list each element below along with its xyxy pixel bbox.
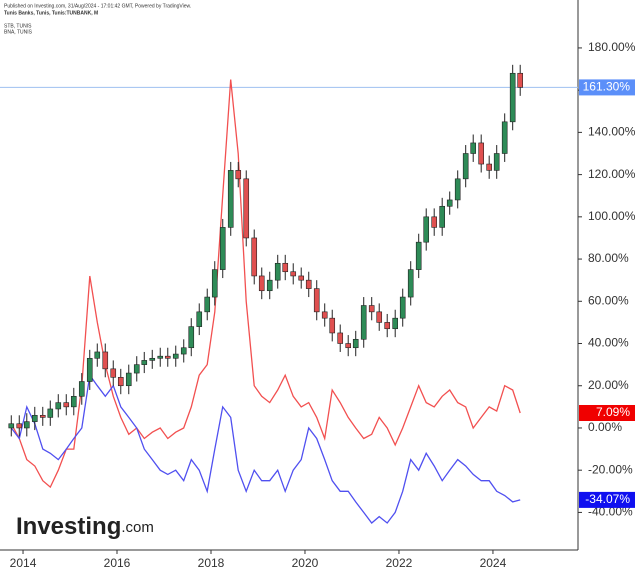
y-tick-label: 140.00%: [588, 125, 636, 139]
candle-body: [282, 262, 289, 273]
candle-body: [188, 326, 195, 349]
candle-body: [509, 72, 516, 123]
x-tick-label: 2024: [480, 556, 507, 570]
candle-body: [149, 357, 156, 361]
candle-body: [376, 311, 383, 323]
candle-body: [117, 376, 124, 387]
y-tick-label: 100.00%: [588, 209, 636, 223]
candle-body: [180, 347, 187, 355]
y-tick-label: 120.00%: [588, 167, 636, 181]
candle-body: [337, 332, 344, 344]
candle-body: [439, 205, 445, 228]
candle-body: [486, 163, 492, 171]
candle-body: [462, 153, 469, 180]
price-label-box: [579, 404, 635, 421]
candle-body: [172, 353, 179, 359]
brand-logo: Investing.com: [16, 513, 154, 540]
candle-body: [329, 317, 336, 334]
candle-body: [298, 275, 305, 281]
candle-body: [352, 338, 359, 349]
candle-body: [290, 271, 297, 277]
y-tick-label: 80.00%: [588, 251, 629, 265]
candle-body: [360, 305, 367, 340]
candle-body: [431, 216, 438, 228]
candle-body: [368, 305, 375, 313]
candle-body: [423, 216, 430, 243]
candle-body: [23, 421, 30, 429]
candle-body: [133, 364, 140, 374]
candle-body: [227, 170, 234, 228]
y-tick-label: 20.00%: [588, 378, 629, 392]
candle-body: [204, 296, 211, 313]
price-label: -34.07%: [585, 492, 630, 506]
candle-body: [478, 142, 484, 165]
y-tick-label: 40.00%: [588, 336, 629, 350]
line-series: [10, 373, 521, 524]
candle-body: [470, 142, 477, 154]
candle-body: [305, 279, 312, 289]
candle-body: [110, 368, 117, 378]
x-tick-label: 2014: [10, 556, 37, 570]
candle-body: [243, 178, 250, 239]
candle-body: [39, 414, 46, 418]
candle-body: [258, 275, 265, 292]
candle-body: [251, 237, 258, 277]
price-label-box: [579, 491, 635, 508]
candle-body: [63, 402, 70, 408]
candle-body: [86, 357, 93, 382]
candle-body: [70, 395, 77, 408]
candle-body: [321, 311, 328, 319]
x-tick-label: 2022: [386, 556, 413, 570]
candle-body: [446, 199, 453, 207]
candle-body: [196, 311, 203, 327]
candle-body: [392, 317, 399, 330]
candle-body: [47, 408, 54, 418]
x-tick-label: 2020: [292, 556, 319, 570]
chart-subtitle: Published on Investing.com, 31/Aug/2024 …: [4, 3, 191, 9]
legend-label: STB, TUNIS: [4, 23, 32, 29]
y-tick-label: 180.00%: [588, 40, 636, 54]
candle-body: [454, 178, 461, 201]
candle-body: [55, 402, 62, 410]
candle-body: [345, 343, 352, 349]
candle-body: [164, 355, 171, 359]
line-series: [10, 79, 521, 489]
candle-body: [94, 351, 101, 359]
candle-body: [266, 279, 273, 292]
candle-body: [141, 360, 148, 365]
candle-body: [517, 72, 524, 88]
candle-body: [219, 227, 226, 270]
candle-body: [313, 288, 320, 313]
candle-body: [235, 170, 242, 180]
y-tick-label: 60.00%: [588, 293, 629, 307]
price-label: 161.30%: [583, 80, 631, 94]
price-label-box: [579, 79, 635, 96]
brand-suffix: .com: [121, 519, 154, 536]
candle-body: [78, 381, 85, 397]
brand: Investing: [16, 513, 121, 540]
candle-body: [8, 423, 15, 429]
candle-body: [211, 269, 218, 298]
candle-body: [399, 296, 406, 319]
candle-body: [102, 351, 109, 370]
candle-body: [384, 322, 391, 330]
y-tick-label: -40.00%: [588, 505, 633, 519]
candle-body: [274, 262, 281, 281]
candle-body: [407, 269, 414, 298]
x-tick-label: 2018: [198, 556, 225, 570]
price-label: 7.09%: [596, 405, 630, 419]
candle-body: [157, 355, 164, 359]
y-tick-label: 0.00%: [588, 420, 622, 434]
candle-body: [501, 121, 508, 154]
candle-body: [31, 414, 38, 422]
x-tick-label: 2016: [104, 556, 131, 570]
legend-label: BNA, TUNIS: [4, 29, 33, 35]
chart-title: Tunis Banks, Tunis, Tunis:TUNBANK, M: [4, 10, 98, 16]
candle-body: [415, 241, 422, 270]
y-tick-label: -20.00%: [588, 462, 633, 476]
candle-body: [16, 423, 23, 429]
candle-body: [493, 153, 500, 171]
candle-body: [125, 372, 132, 387]
